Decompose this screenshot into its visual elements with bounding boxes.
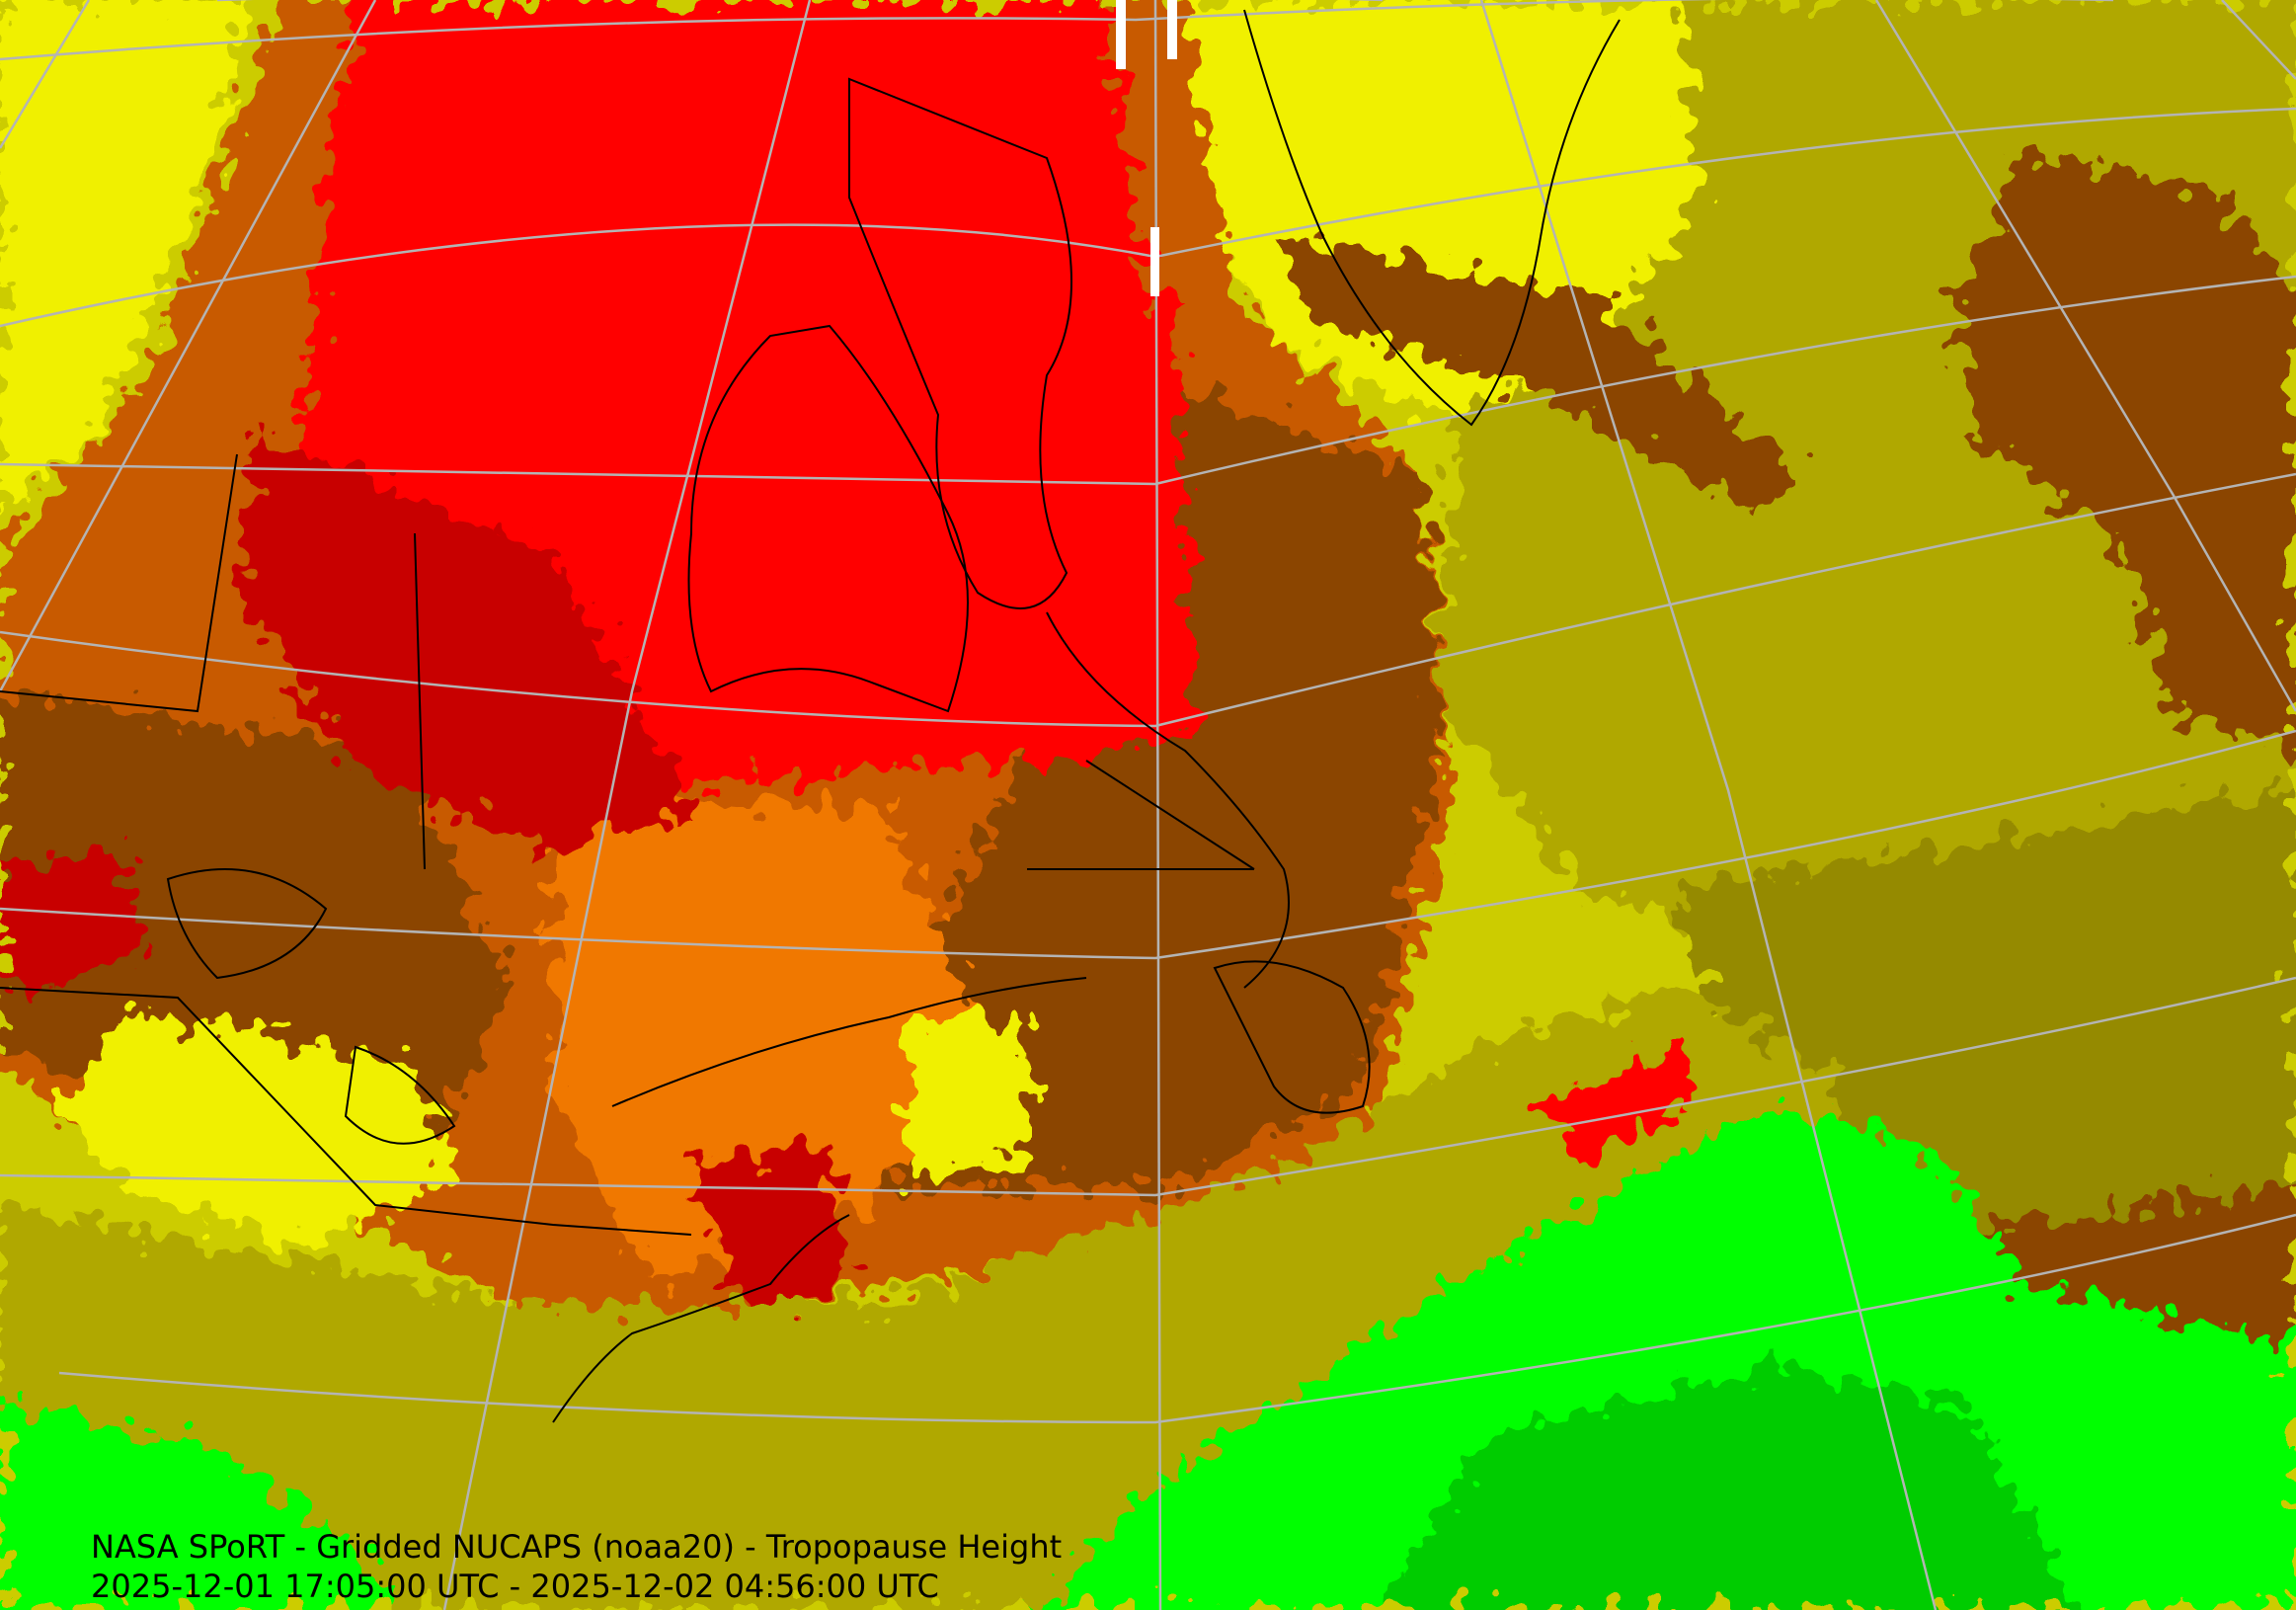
field-yellow-quebec: [909, 1017, 1027, 1175]
missing-data-swath: [1150, 227, 1159, 296]
product-title: NASA SPoRT - Gridded NUCAPS (noaa20) - T…: [91, 1528, 1063, 1566]
latitude-line: [0, 275, 2296, 486]
latitude-line: [0, 472, 2296, 728]
field-red-east-arm: [1067, 296, 1195, 751]
field-brown-greenland-bands: [1284, 237, 1797, 514]
latitude-line: [0, 729, 2296, 960]
latitude-line: [58, 1213, 2296, 1424]
quebec-border: [1027, 760, 1255, 870]
latitude-line: [0, 0, 2113, 61]
missing-data-swath: [1116, 0, 1126, 69]
baffin-island-coast: [848, 77, 1072, 609]
longitude-line: [0, 0, 91, 149]
greenland-coast: [1243, 9, 1621, 427]
missing-data-streak: [1116, 0, 1177, 296]
longitude-line: [0, 0, 377, 692]
field-orange-south: [553, 790, 988, 1284]
st-lawrence-coast: [611, 977, 1087, 1107]
field-green-mid-atlantic: [1383, 1363, 2074, 1610]
field-dark-red-rim: [237, 435, 691, 849]
field-red-atlantic-speckle: [1541, 1047, 1699, 1166]
longitude-line: [2221, 0, 2296, 80]
field-yellow-west: [0, 0, 257, 514]
field-dark-red-patch-sw: [0, 849, 148, 988]
labrador-coast: [1046, 611, 1290, 989]
longitude-line: [1479, 0, 1938, 1610]
newfoundland-coast: [1213, 960, 1371, 1114]
province-border: [0, 453, 426, 870]
latitude-line: [0, 976, 2296, 1197]
us-east-coast: [552, 1214, 850, 1423]
missing-data-swath: [1167, 0, 1177, 59]
longitude-line: [442, 0, 812, 1610]
field-green-southwest: [0, 1403, 395, 1610]
canada-us-border: [0, 987, 692, 1236]
hudson-bay-coast: [687, 324, 969, 713]
field-brown-belt: [889, 375, 1442, 1185]
coastlines-and-borders: [0, 9, 1621, 1423]
field-brown-east-streak: [1955, 148, 2296, 751]
product-time-range: 2025-12-01 17:05:00 UTC - 2025-12-02 04:…: [91, 1568, 939, 1605]
longitude-line: [1874, 0, 2296, 712]
great-lakes-outline: [166, 868, 456, 1145]
